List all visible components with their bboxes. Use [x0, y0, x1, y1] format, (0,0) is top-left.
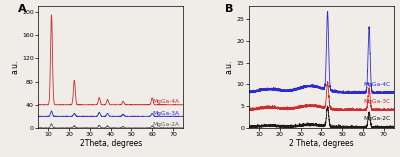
- X-axis label: 2Theta, degrees: 2Theta, degrees: [80, 138, 142, 148]
- Text: MgGa-4A: MgGa-4A: [152, 99, 179, 104]
- Text: MgGa-3C: MgGa-3C: [364, 99, 391, 104]
- Text: MgGa-3A: MgGa-3A: [152, 111, 179, 116]
- Y-axis label: a.u.: a.u.: [10, 60, 19, 74]
- Y-axis label: a.u.: a.u.: [225, 60, 234, 74]
- Text: MgGa-2A: MgGa-2A: [152, 122, 179, 127]
- Text: MgGa-2C: MgGa-2C: [364, 116, 391, 121]
- Text: A: A: [18, 4, 26, 14]
- X-axis label: 2 Theta, degrees: 2 Theta, degrees: [289, 138, 354, 148]
- Text: B: B: [226, 4, 234, 14]
- Text: MgGa-4C: MgGa-4C: [364, 82, 391, 87]
